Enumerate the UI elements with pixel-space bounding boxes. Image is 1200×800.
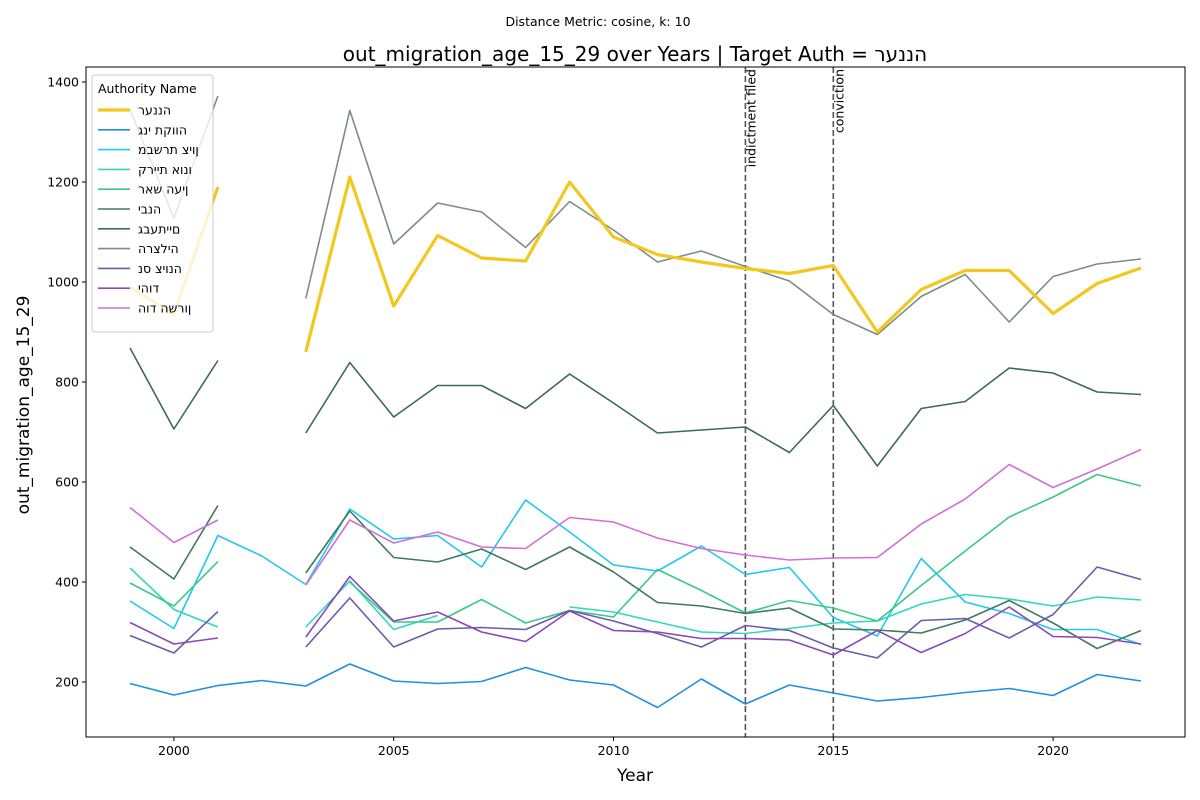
series-line-10 — [129, 448, 1142, 586]
series-line-0 — [129, 175, 1142, 353]
y-tick-label-1000: 1000 — [47, 275, 79, 290]
x-tick-label-2010: 2010 — [598, 743, 630, 758]
series-line-9 — [129, 575, 1142, 656]
series-line-7 — [129, 95, 1142, 336]
chart-title: out_migration_age_15_29 over Years | Tar… — [343, 42, 927, 66]
plot-frame — [85, 66, 1186, 738]
event-label-0: indictment filed — [743, 69, 758, 167]
y-tick-label-800: 800 — [55, 375, 79, 390]
y-tick-label-400: 400 — [55, 575, 79, 590]
y-tick-label-200: 200 — [55, 675, 79, 690]
series-line-5 — [129, 505, 1142, 650]
x-axis-label: Year — [616, 766, 653, 786]
legend-title: Authority Name — [98, 81, 197, 96]
series-lines — [129, 95, 1142, 709]
legend-label-5: הנבי — [138, 202, 161, 217]
x-tick-label-2015: 2015 — [817, 743, 849, 758]
legend-items: הננער הווקת ינג ןויצ תרשבמ ונוא תיירק ןיעה ש… — [98, 103, 199, 316]
x-tick-label-2000: 2000 — [158, 743, 190, 758]
y-tick-label-1200: 1200 — [47, 175, 79, 190]
legend-label-2: ןויצ תרשבמ — [138, 142, 199, 157]
series-line-3 — [129, 567, 1142, 635]
series-line-6 — [129, 347, 1142, 467]
event-markers: indictment filed conviction — [743, 67, 846, 737]
axis-ticks: 2000 2005 2010 2015 2020 200 400 600 800 1000 1200… — [47, 75, 1069, 759]
series-line-8 — [129, 566, 1142, 659]
legend-label-10: ןורשה דוה — [138, 301, 191, 316]
chart-suptitle: Distance Metric: cosine, k: 10 — [505, 14, 690, 29]
y-tick-label-600: 600 — [55, 475, 79, 490]
event-label-1: conviction — [831, 69, 846, 133]
x-tick-label-2020: 2020 — [1037, 743, 1069, 758]
legend-label-6: םייתעבג — [138, 221, 180, 236]
legend-label-4: ןיעה שאר — [138, 182, 188, 197]
series-line-4 — [129, 473, 1142, 624]
y-tick-label-1400: 1400 — [47, 75, 79, 90]
legend-label-0: הננער — [138, 103, 171, 118]
legend-label-1: הווקת ינג — [138, 122, 187, 137]
series-line-2 — [129, 499, 1142, 646]
legend-label-9: דוהי — [138, 281, 159, 296]
legend-label-7: הילצרה — [138, 241, 179, 256]
x-tick-label-2005: 2005 — [378, 743, 410, 758]
series-line-1 — [129, 663, 1142, 709]
legend: Authority Name הננער הווקת ינג ןויצ תרשבמ ו… — [91, 74, 214, 333]
legend-label-8: הנויצ סנ — [138, 261, 182, 276]
legend-label-3: ונוא תיירק — [138, 162, 192, 177]
y-axis-label: out_migration_age_15_29 — [14, 296, 34, 515]
